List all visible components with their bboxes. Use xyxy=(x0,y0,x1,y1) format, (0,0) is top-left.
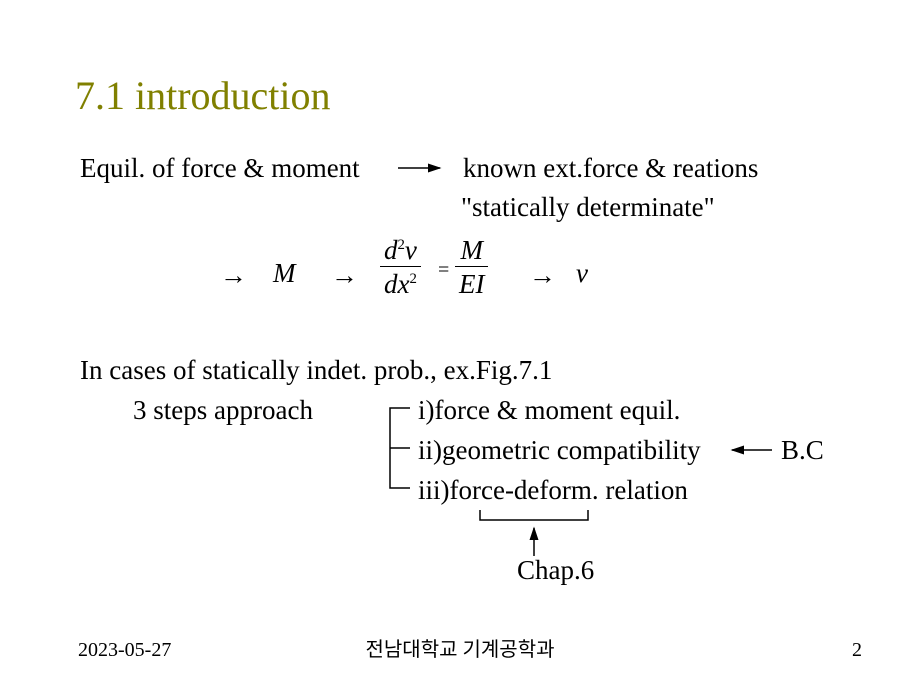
text-known: known ext.force & reations xyxy=(463,153,758,184)
step-2: ii)geometric compatibility xyxy=(418,435,701,466)
eq-arrow1: → xyxy=(220,260,247,291)
eq-num-d: d xyxy=(384,235,398,265)
text-bc: B.C xyxy=(781,435,824,466)
text-3steps: 3 steps approach xyxy=(133,395,313,426)
eq-frac2: M EI xyxy=(455,236,488,302)
eq-arrow3: → xyxy=(529,260,556,291)
slide-title: 7.1 introduction xyxy=(75,72,331,119)
eq-num-v: v xyxy=(405,235,417,265)
footer-center: 전남대학교 기계공학과 xyxy=(0,633,920,662)
text-static: "statically determinate" xyxy=(461,192,715,223)
step-3: iii)force-deform. relation xyxy=(418,475,688,506)
step-1: i)force & moment equil. xyxy=(418,395,680,426)
eq-M1: M xyxy=(273,258,296,289)
eq-frac1: d2v dx2 xyxy=(380,236,421,302)
eq-arrow2: → xyxy=(331,260,358,291)
slide: 7.1 introduction Equil. of force & momen… xyxy=(0,0,920,690)
eq-equals: = xyxy=(438,259,449,282)
eq-num-M: M xyxy=(455,236,488,267)
eq-den-dx: dx xyxy=(384,269,409,299)
eq-den-EI: EI xyxy=(455,267,488,302)
text-chap: Chap.6 xyxy=(517,555,594,586)
text-cases: In cases of statically indet. prob., ex.… xyxy=(80,355,552,386)
footer-page: 2 xyxy=(852,639,862,662)
text-equil: Equil. of force & moment xyxy=(80,153,360,184)
eq-v: v xyxy=(576,258,588,289)
